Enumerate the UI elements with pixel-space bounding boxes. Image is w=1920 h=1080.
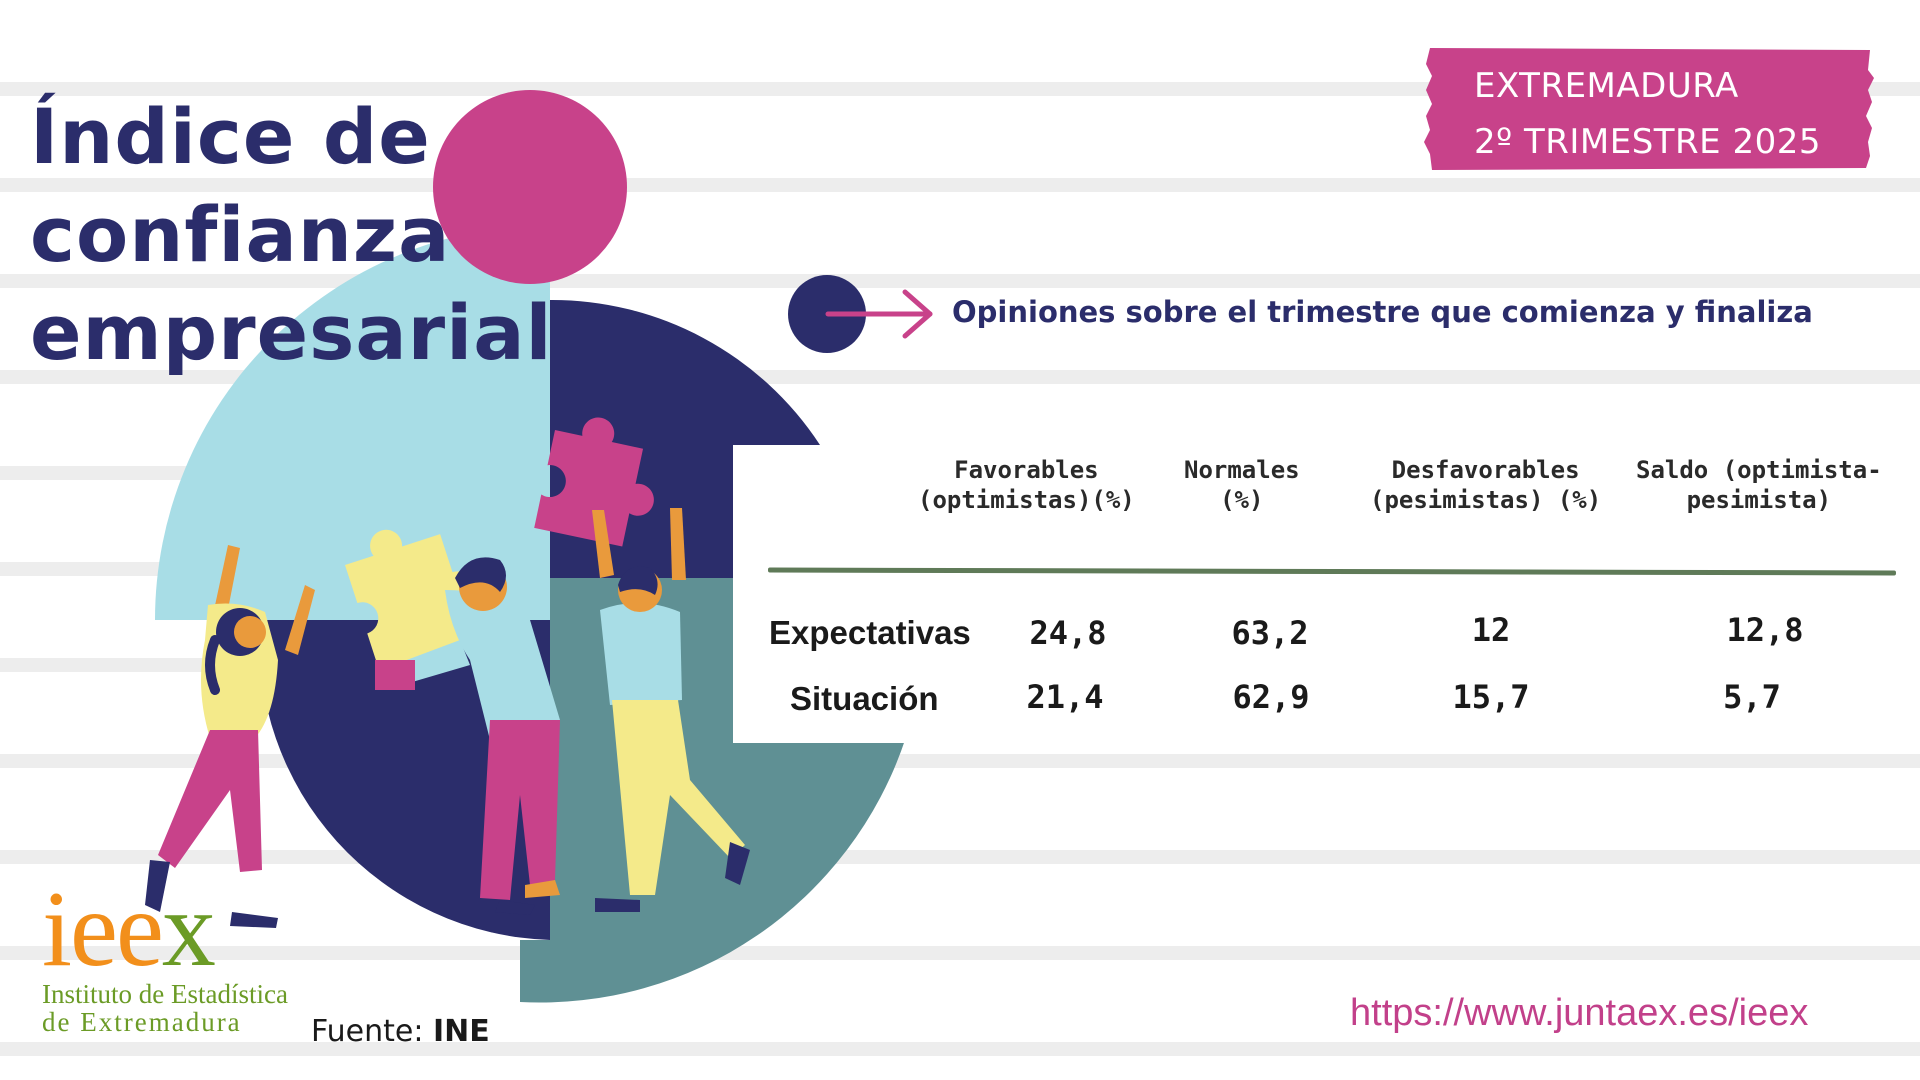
column-header-normales: Normales (%) [1184,456,1300,514]
puzzle-piece-icon [534,417,654,547]
cell-expectativas-favorables: 24,8 [1029,614,1107,652]
section-subtitle: Opiniones sobre el trimestre que comienz… [952,295,1813,329]
column-header-saldo: Saldo (optimista- pesimista) [1636,456,1882,514]
source-label: Fuente: [311,1014,424,1049]
cell-situacion-desfavorables: 15,7 [1452,678,1530,716]
title-line-2: confianza [30,190,451,279]
title-line-3: empresarial [30,288,553,377]
row-label-situacion: Situación [790,680,939,717]
puzzle-piece-yellow [345,529,475,670]
person-man-lifting [592,508,750,912]
period-badge: EXTREMADURA 2º TRIMESTRE 2025 [1422,44,1876,172]
badge-background [1424,48,1874,170]
arrow-right-icon [825,289,933,339]
cell-expectativas-saldo: 12,8 [1726,611,1804,649]
row-label-expectativas: Expectativas [769,614,971,651]
person-woman [145,545,315,928]
cell-situacion-saldo: 5,7 [1723,678,1781,716]
source-value: INE [432,1014,490,1049]
navy-lower-circle [259,620,550,940]
logo-line-2: de Extremadura [42,1007,242,1037]
badge-region: EXTREMADURA [1474,66,1739,106]
cell-situacion-favorables: 21,4 [1026,678,1104,716]
column-header-desfavorables: Desfavorables (pesimistas) (%) [1370,456,1602,514]
magenta-circle [433,90,627,284]
table-panel [733,447,1920,743]
source-note: Fuente: INE [311,1014,490,1049]
badge-period: 2º TRIMESTRE 2025 [1474,122,1821,162]
ieex-logo: ieex Instituto de Estadística de Extrema… [42,870,288,1037]
column-header-favorables: Favorables (optimistas)(%) [918,456,1135,514]
cell-expectativas-desfavorables: 12 [1471,611,1511,649]
person-man-pushing [375,557,560,915]
cell-situacion-normales: 62,9 [1232,678,1310,716]
page-title: Índice de confianza empresarial [30,88,553,382]
light-blue-quarter-circle [155,225,550,620]
logo-line-1: Instituto de Estadística [42,979,288,1009]
website-link[interactable]: https://www.juntaex.es/ieex [1350,992,1809,1034]
cell-expectativas-normales: 63,2 [1231,614,1309,652]
title-line-1: Índice de [30,92,431,181]
logo-mark: ieex [42,870,216,989]
